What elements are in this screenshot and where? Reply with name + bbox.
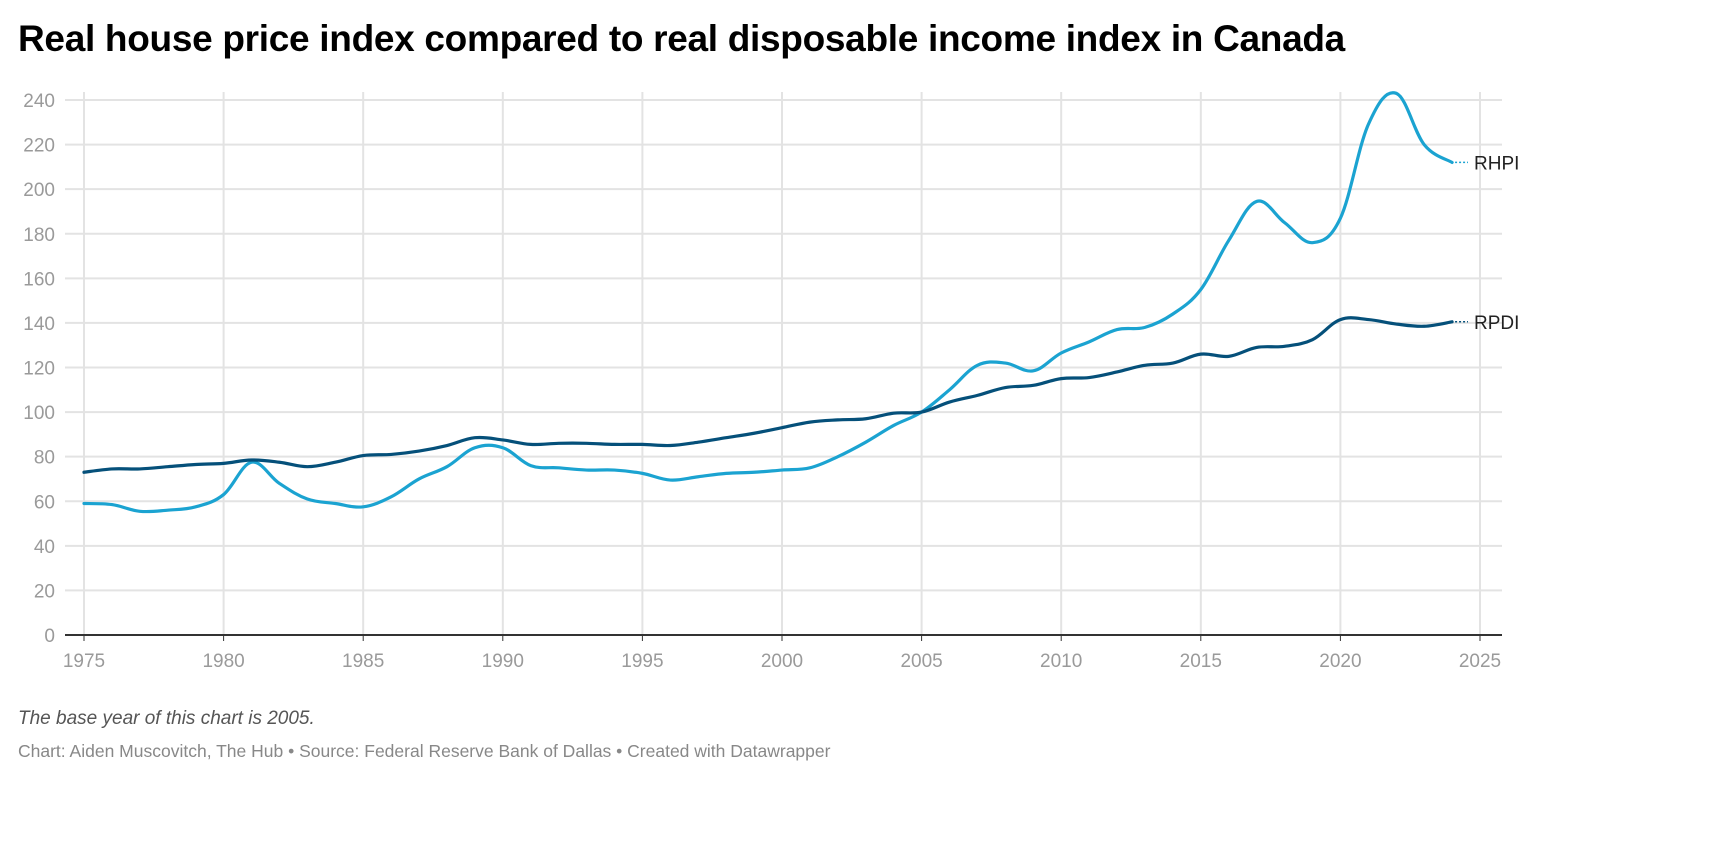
x-tick-label: 1985 — [342, 651, 384, 672]
y-tick-label: 200 — [23, 180, 55, 201]
y-tick-label: 160 — [23, 269, 55, 290]
series-line-rhpi — [82, 91, 1454, 514]
chart-note: The base year of this chart is 2005. — [18, 708, 315, 729]
series-label-rhpi: RHPI — [1474, 153, 1519, 174]
series-lines — [82, 91, 1468, 514]
x-tick-label: 1975 — [63, 651, 105, 672]
y-tick-label: 180 — [23, 225, 55, 246]
x-tick-label: 1990 — [482, 651, 524, 672]
y-tick-label: 220 — [23, 136, 55, 157]
x-tick-label: 2025 — [1459, 651, 1501, 672]
y-tick-label: 40 — [34, 537, 55, 558]
y-tick-label: 0 — [44, 626, 55, 647]
series-labels: RHPI RPDI — [1474, 153, 1519, 333]
gridlines — [65, 92, 1502, 641]
y-axis-ticks: 0 20 40 60 80 100 120 140 160 180 200 220 240 — [23, 91, 55, 647]
y-tick-label: 60 — [34, 492, 55, 513]
y-tick-label: 100 — [23, 403, 55, 424]
x-tick-label: 2020 — [1319, 651, 1361, 672]
x-tick-label: 1995 — [621, 651, 663, 672]
x-tick-label: 2015 — [1180, 651, 1222, 672]
x-tick-label: 2010 — [1040, 651, 1082, 672]
chart-title: Real house price index compared to real … — [18, 18, 1345, 59]
y-tick-label: 240 — [23, 91, 55, 112]
x-tick-label: 2005 — [900, 651, 942, 672]
series-label-rpdi: RPDI — [1474, 313, 1519, 334]
series-line-rpdi — [82, 316, 1454, 474]
y-tick-label: 120 — [23, 359, 55, 380]
y-tick-label: 140 — [23, 314, 55, 335]
y-tick-label: 80 — [34, 448, 55, 469]
x-tick-label: 2000 — [761, 651, 803, 672]
chart-credit: Chart: Aiden Muscovitch, The Hub • Sourc… — [18, 741, 831, 761]
y-tick-label: 20 — [34, 581, 55, 602]
x-axis-ticks: 1975 1980 1985 1990 1995 2000 2005 2010 2015 2020… — [63, 651, 1501, 672]
x-tick-label: 1980 — [202, 651, 244, 672]
